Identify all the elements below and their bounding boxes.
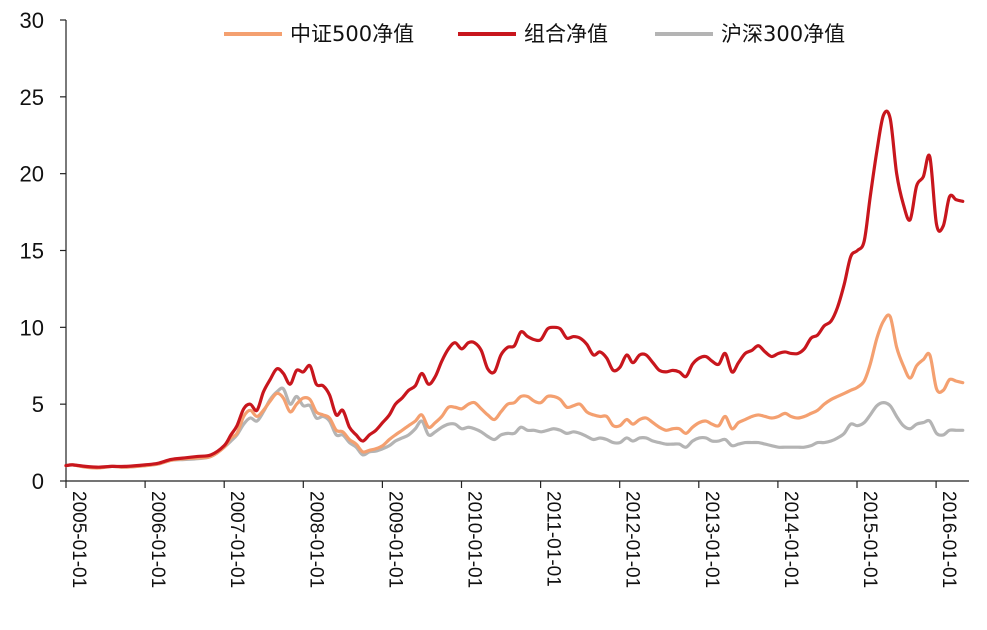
y-tick-label: 0 (32, 469, 44, 494)
x-tick-label: 2013-01-01 (701, 491, 722, 588)
x-tick-label: 2014-01-01 (780, 491, 801, 588)
series-lines (64, 109, 965, 470)
x-tick-label: 2015-01-01 (859, 491, 880, 588)
axes: 0 5 10 15 20 25 30 2005-01-01 2006-01-01 2007-01-… (20, 8, 969, 588)
legend-item-csi300: 沪深300净值 (655, 22, 845, 46)
legend-label: 中证500净值 (290, 22, 414, 46)
y-tick-label: 25 (20, 85, 44, 110)
x-tick-label: 2009-01-01 (384, 491, 405, 588)
x-tick-label: 2010-01-01 (464, 491, 485, 588)
y-tick-label: 20 (20, 162, 44, 187)
x-tick-label: 2011-01-01 (543, 491, 564, 587)
series-line-portfolio (64, 109, 965, 469)
legend-item-portfolio: 组合净值 (458, 22, 608, 46)
y-tick-label: 15 (20, 239, 44, 264)
y-tick-label: 5 (32, 392, 44, 417)
legend-item-csi500: 中证500净值 (224, 22, 414, 46)
x-tick-label: 2012-01-01 (622, 491, 643, 588)
x-tick-label: 2016-01-01 (938, 491, 959, 588)
series-line-csi300 (64, 386, 965, 470)
legend-label: 沪深300净值 (721, 22, 845, 46)
x-tick-label: 2005-01-01 (68, 491, 89, 588)
y-tick-label: 10 (20, 315, 44, 340)
legend-label: 组合净值 (524, 22, 608, 46)
series-line-csi500 (64, 313, 965, 470)
x-tick-label: 2007-01-01 (226, 491, 247, 588)
x-tick-label: 2008-01-01 (305, 491, 326, 588)
legend: 中证500净值 组合净值 沪深300净值 (224, 22, 845, 46)
x-tick-label: 2006-01-01 (147, 491, 168, 588)
y-tick-label: 30 (20, 8, 44, 33)
